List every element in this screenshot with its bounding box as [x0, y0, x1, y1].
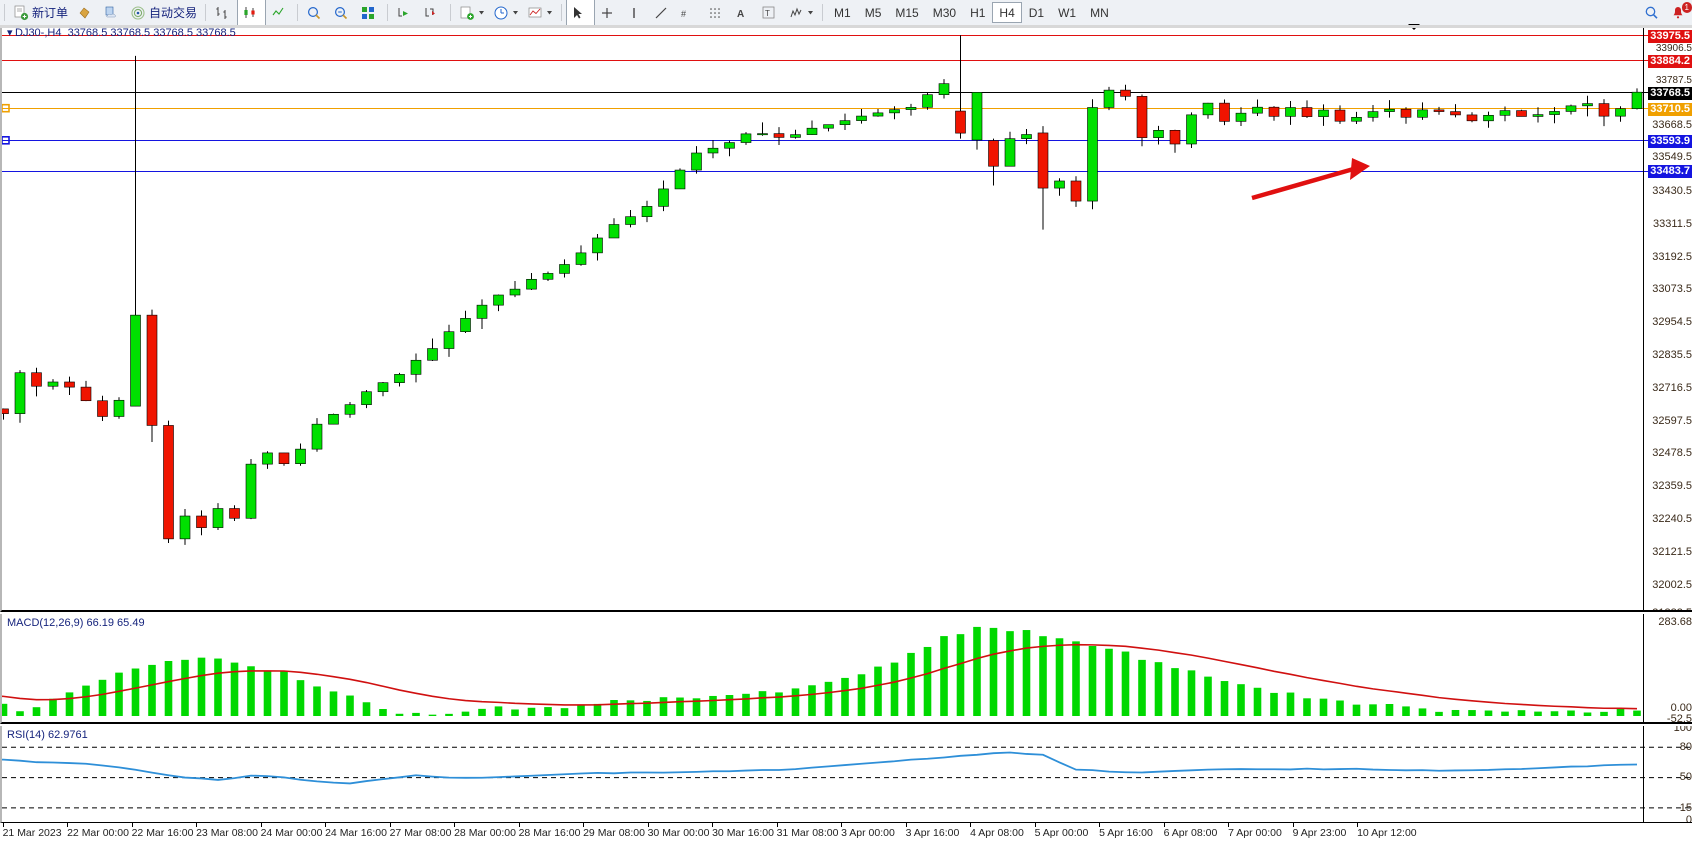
svg-text:A: A	[737, 9, 744, 20]
svg-text:T: T	[765, 9, 770, 18]
svg-text:#: #	[681, 9, 686, 19]
